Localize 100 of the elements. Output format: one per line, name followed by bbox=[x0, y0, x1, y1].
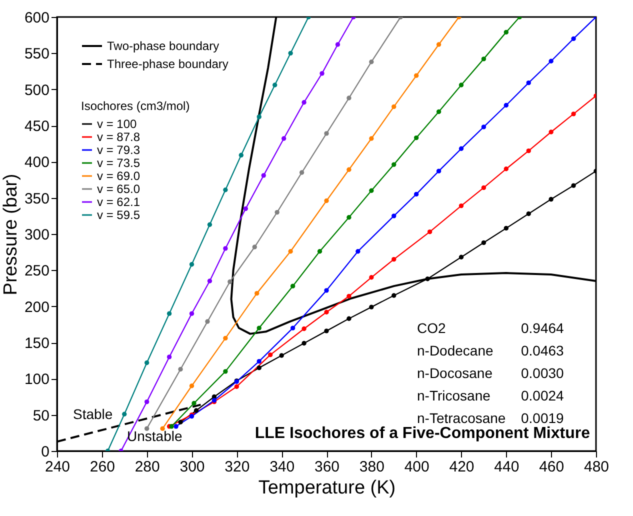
y-tick-label: 100 bbox=[24, 371, 50, 388]
point bbox=[223, 188, 228, 192]
point bbox=[458, 203, 464, 208]
point bbox=[346, 294, 352, 299]
x-tick-label: 360 bbox=[314, 458, 340, 476]
point bbox=[223, 246, 228, 251]
point bbox=[548, 196, 554, 202]
point bbox=[290, 326, 296, 330]
y-tick-label: 600 bbox=[24, 10, 50, 26]
x-tick-label: 320 bbox=[224, 458, 250, 476]
point bbox=[458, 254, 464, 260]
annotation: Stable bbox=[73, 406, 113, 422]
point bbox=[324, 288, 329, 293]
point bbox=[169, 424, 174, 429]
point bbox=[261, 173, 266, 178]
point bbox=[392, 104, 396, 110]
point bbox=[192, 400, 196, 406]
x-tick-label: 460 bbox=[539, 458, 564, 476]
point bbox=[324, 328, 329, 334]
legend-label: Two-phase boundary bbox=[107, 39, 220, 53]
point bbox=[369, 188, 374, 193]
point bbox=[302, 340, 306, 346]
point bbox=[427, 229, 432, 234]
point bbox=[414, 73, 419, 78]
point bbox=[189, 384, 194, 388]
x-tick-label: 340 bbox=[270, 458, 295, 476]
point bbox=[481, 185, 486, 190]
annotation: n-Docosane bbox=[417, 365, 493, 381]
point bbox=[223, 369, 228, 374]
point bbox=[356, 249, 360, 254]
y-tick-label: 450 bbox=[24, 118, 50, 135]
annotation: 0.0024 bbox=[521, 388, 564, 404]
point bbox=[302, 326, 306, 332]
point bbox=[189, 262, 194, 267]
point bbox=[436, 109, 442, 114]
point bbox=[504, 226, 509, 231]
point bbox=[346, 96, 352, 100]
annotation: n-Tricosane bbox=[417, 388, 491, 404]
point bbox=[317, 249, 322, 254]
point bbox=[268, 352, 273, 358]
x-tick-label: 480 bbox=[584, 458, 610, 476]
annotation: n-Tetracosane bbox=[417, 410, 506, 426]
point bbox=[223, 336, 228, 340]
legend-label: v = 65.0 bbox=[97, 182, 140, 196]
y-tick-label: 150 bbox=[24, 335, 50, 352]
point bbox=[238, 152, 244, 158]
point bbox=[189, 311, 194, 316]
x-tick-label: 380 bbox=[359, 458, 384, 476]
point bbox=[243, 206, 248, 212]
point bbox=[178, 420, 183, 424]
x-tick-label: 420 bbox=[449, 458, 474, 476]
point bbox=[256, 365, 262, 370]
point bbox=[392, 214, 396, 218]
y-tick-label: 0 bbox=[41, 444, 50, 460]
x-axis-title: Temperature (K) bbox=[258, 478, 396, 498]
point bbox=[290, 284, 296, 288]
point bbox=[504, 166, 509, 172]
point bbox=[346, 316, 352, 321]
point bbox=[324, 198, 329, 204]
point bbox=[174, 424, 178, 429]
point bbox=[369, 304, 374, 310]
point bbox=[346, 167, 352, 172]
point bbox=[392, 256, 396, 262]
point bbox=[526, 148, 531, 154]
point bbox=[144, 426, 150, 431]
point bbox=[571, 183, 576, 188]
annotation: 0.0463 bbox=[521, 342, 564, 358]
x-tick-label: 240 bbox=[44, 458, 70, 476]
annotation: 0.9464 bbox=[521, 320, 564, 336]
point bbox=[481, 240, 486, 246]
legend-title: Isochores (cm3/mol) bbox=[81, 99, 190, 113]
text: LLE Isochores of a Five-Component Mixture bbox=[254, 425, 590, 442]
x-tick-label: 260 bbox=[90, 458, 115, 476]
point bbox=[425, 276, 430, 282]
y-tick-label: 200 bbox=[24, 298, 50, 316]
point bbox=[571, 112, 576, 116]
point bbox=[256, 114, 262, 120]
y-axis-title: Pressure (bar) bbox=[0, 174, 22, 296]
point bbox=[207, 222, 212, 227]
legend-label: Three-phase boundary bbox=[107, 57, 228, 71]
legend-label: v = 73.5 bbox=[97, 156, 140, 170]
legend-label: v = 100 bbox=[97, 117, 138, 131]
point bbox=[234, 384, 240, 389]
point bbox=[254, 290, 260, 296]
point bbox=[256, 358, 262, 364]
legend-label: v = 79.3 bbox=[97, 143, 140, 157]
point bbox=[369, 275, 374, 280]
point bbox=[272, 82, 278, 88]
point bbox=[302, 100, 306, 105]
point bbox=[194, 408, 199, 413]
point bbox=[526, 211, 531, 216]
point bbox=[335, 42, 340, 47]
point bbox=[481, 124, 486, 130]
legend-label: v = 62.1 bbox=[97, 195, 140, 209]
point bbox=[228, 279, 232, 284]
legend-label: v = 69.0 bbox=[97, 169, 140, 183]
x-tick-label: 300 bbox=[180, 458, 205, 476]
point bbox=[122, 412, 127, 416]
point bbox=[207, 278, 212, 284]
point bbox=[324, 310, 329, 314]
